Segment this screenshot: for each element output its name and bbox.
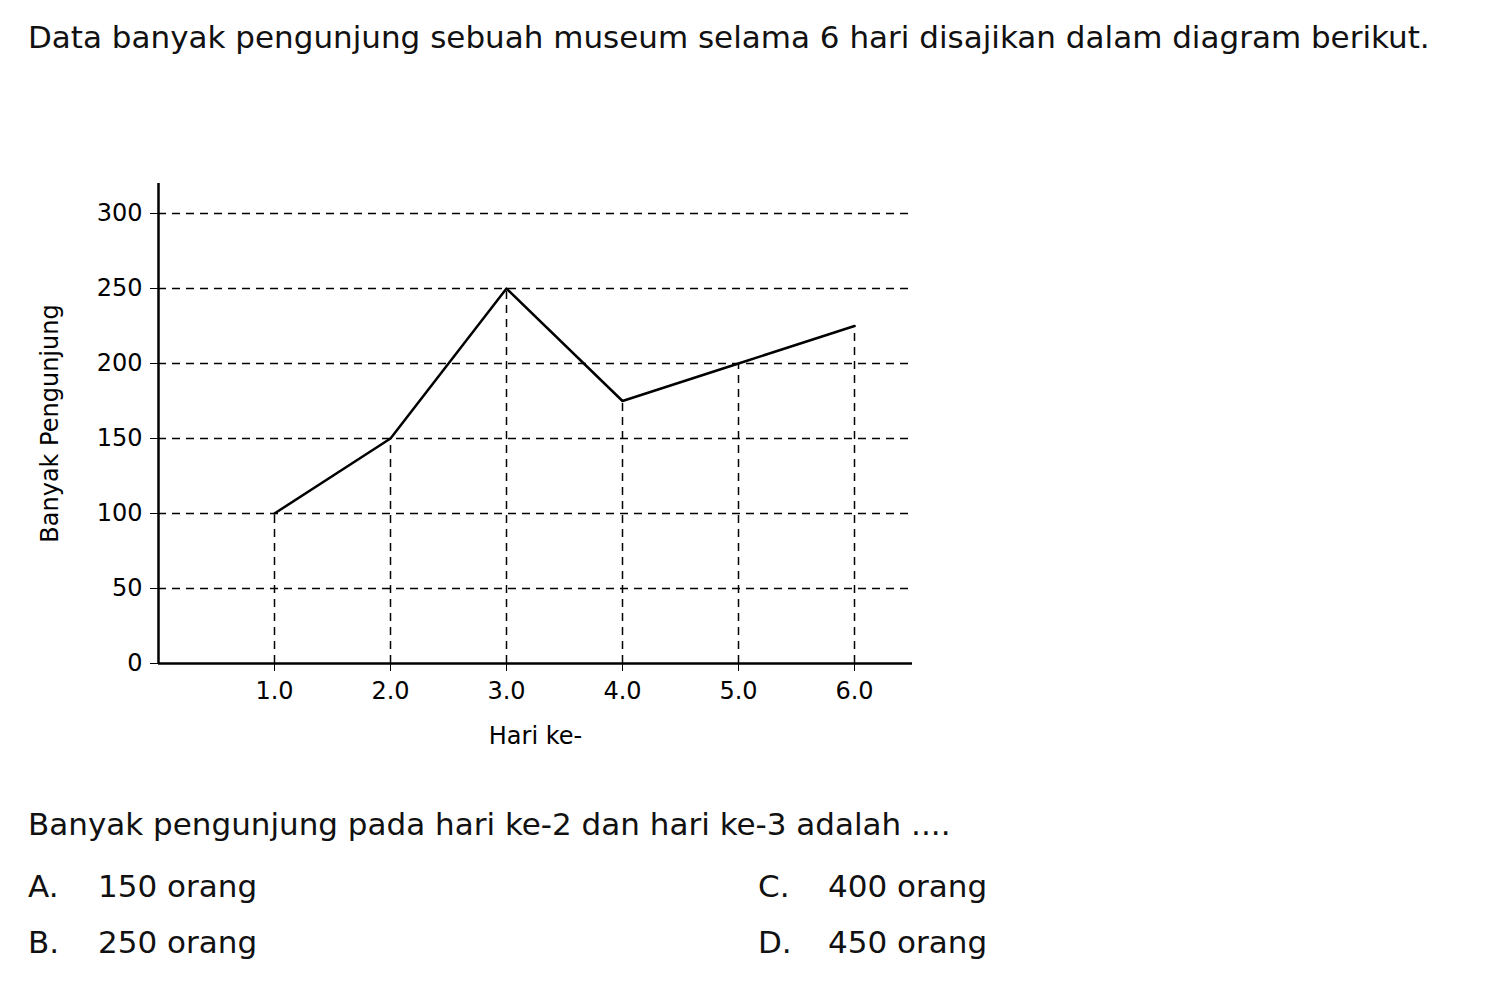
svg-text:300: 300 xyxy=(97,199,143,227)
html-text:250 orang: 250 orang xyxy=(98,924,258,960)
html-text:B.: B. xyxy=(28,924,60,960)
html-text:C.: C. xyxy=(758,868,790,904)
html-text:Data banyak pengunjung sebuah: Data banyak pengunjung sebuah museum sel… xyxy=(28,19,1430,55)
svg-text:150: 150 xyxy=(97,424,143,452)
html-text:400 orang: 400 orang xyxy=(828,868,988,904)
html-text:D.: D. xyxy=(758,924,792,960)
html-text:450 orang: 450 orang xyxy=(828,924,988,960)
svg-text:250: 250 xyxy=(97,274,143,302)
html-text:A.: A. xyxy=(28,868,59,904)
svg-text:3.0: 3.0 xyxy=(487,677,525,705)
svg-text:1.0: 1.0 xyxy=(255,677,293,705)
html-text:Banyak pengunjung pada hari ke: Banyak pengunjung pada hari ke-2 dan har… xyxy=(28,806,951,842)
svg-text:Hari ke-: Hari ke- xyxy=(489,722,582,750)
svg-text:100: 100 xyxy=(97,499,143,527)
svg-text:5.0: 5.0 xyxy=(719,677,757,705)
svg-text:50: 50 xyxy=(112,574,143,602)
svg-text:2.0: 2.0 xyxy=(371,677,409,705)
svg-text:Banyak Pengunjung: Banyak Pengunjung xyxy=(36,304,64,542)
svg-text:6.0: 6.0 xyxy=(835,677,873,705)
html-text:150 orang: 150 orang xyxy=(98,868,258,904)
svg-text:0: 0 xyxy=(127,649,142,677)
svg-text:200: 200 xyxy=(97,349,143,377)
svg-text:4.0: 4.0 xyxy=(603,677,641,705)
